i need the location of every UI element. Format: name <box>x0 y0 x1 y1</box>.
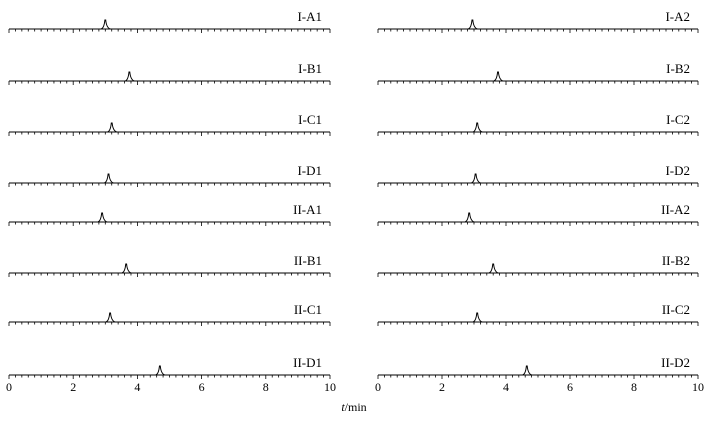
trace-label-II-B2: II-B2 <box>662 253 690 268</box>
trace-label-II-D2: II-D2 <box>661 355 690 370</box>
trace-label-I-D2: I-D2 <box>665 163 690 178</box>
chromatogram-peak-I-B2 <box>493 71 504 82</box>
x-tick-label: 10 <box>324 380 336 394</box>
x-tick-label: 0 <box>375 380 381 394</box>
trace-label-II-C2: II-C2 <box>662 302 690 317</box>
x-tick-label: 6 <box>567 380 573 394</box>
chromatogram-peak-I-C2 <box>472 122 483 133</box>
trace-label-II-A2: II-A2 <box>661 202 690 217</box>
chromatogram-peak-II-B1 <box>121 263 132 274</box>
chromatogram-peak-I-A2 <box>468 19 478 30</box>
chromatogram-peak-II-C1 <box>105 312 116 323</box>
trace-label-II-C1: II-C1 <box>294 302 322 317</box>
x-tick-label: 2 <box>70 380 76 394</box>
x-tick-label: 6 <box>199 380 205 394</box>
chromatogram-peak-I-A1 <box>100 19 111 30</box>
chromatogram-peak-I-D2 <box>471 173 481 184</box>
x-tick-label: 4 <box>134 380 140 394</box>
x-tick-label: 0 <box>6 380 12 394</box>
chromatogram-peak-II-A1 <box>97 212 108 223</box>
x-axis-label-unit: /min <box>345 400 367 414</box>
trace-label-I-B1: I-B1 <box>298 61 322 76</box>
trace-label-I-C1: I-C1 <box>298 112 322 127</box>
trace-label-I-B2: I-B2 <box>666 61 690 76</box>
chromatogram-peak-I-D1 <box>104 173 114 184</box>
trace-label-I-D1: I-D1 <box>297 163 322 178</box>
trace-label-II-D1: II-D1 <box>293 355 322 370</box>
x-tick-label: 8 <box>263 380 269 394</box>
chromatogram-peak-II-C2 <box>472 312 483 323</box>
plot-layer: I-A1 I-B1 I-C1 I-D1 II-A1 II-B1 II-C1 II-D1 0 2 4 6… <box>6 9 704 394</box>
x-tick-label: 10 <box>692 380 704 394</box>
x-tick-label: 8 <box>631 380 637 394</box>
x-tick-label: 2 <box>439 380 445 394</box>
chromatogram-peak-II-D2 <box>522 365 533 376</box>
trace-label-II-B1: II-B1 <box>294 253 322 268</box>
trace-label-II-A1: II-A1 <box>293 202 322 217</box>
chromatogram-peak-II-D1 <box>155 365 166 376</box>
x-axis-label-variable: t <box>341 400 345 414</box>
x-axis-label: t/min <box>341 400 366 414</box>
chromatogram-peak-II-A2 <box>464 212 475 223</box>
chromatogram-peak-I-C1 <box>107 122 117 133</box>
chromatogram-peak-I-B1 <box>125 71 135 82</box>
trace-label-I-A1: I-A1 <box>297 9 322 24</box>
trace-label-I-C2: I-C2 <box>666 112 690 127</box>
trace-label-I-A2: I-A2 <box>665 9 690 24</box>
chromatogram-peak-II-B2 <box>488 263 499 274</box>
x-tick-label: 4 <box>503 380 509 394</box>
